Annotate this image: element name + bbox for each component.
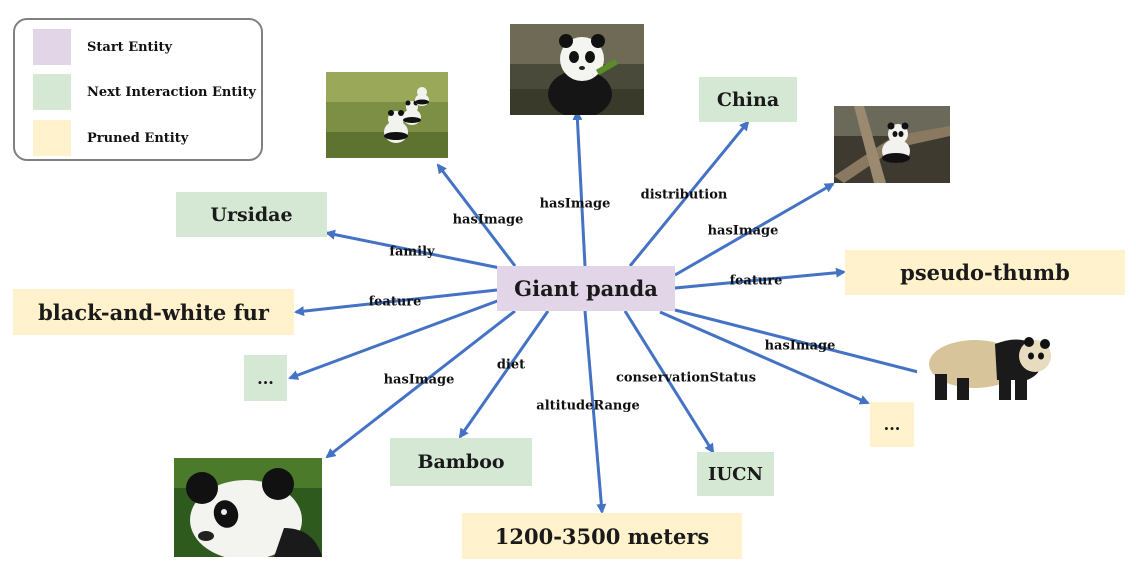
edge-label-feature-left: feature <box>368 294 422 310</box>
edge-ellipsis-right-arrow <box>659 310 870 405</box>
edge-ellipsis-left-arrow <box>288 298 501 380</box>
edge-altitude-arrow <box>583 310 607 514</box>
legend-swatch-start <box>33 29 71 65</box>
edge-diet-arrow <box>458 310 550 439</box>
node-giant-panda[interactable]: Giant panda <box>497 266 675 311</box>
image-node-panda-tree[interactable] <box>834 106 950 183</box>
edge-label-altitude-range: altitudeRange <box>536 398 640 414</box>
legend-item-next: Next Interaction Entity <box>33 74 256 110</box>
node-pseudo-thumb[interactable]: pseudo-thumb <box>845 250 1125 295</box>
node-bamboo[interactable]: Bamboo <box>390 438 532 486</box>
edge-has-image-topleft-arrow <box>436 163 517 267</box>
edge-label-has-image-top: hasImage <box>539 196 611 212</box>
node-altitude-range[interactable]: 1200-3500 meters <box>462 513 742 559</box>
edge-feature-right-arrow <box>674 267 846 290</box>
edge-has-image-right-arrow <box>674 308 928 377</box>
edge-label-feature-right: feature <box>729 273 783 289</box>
edge-label-distribution: distribution <box>640 187 728 203</box>
edge-has-image-topright-arrow <box>674 182 835 277</box>
panda-photo-icon <box>834 106 950 183</box>
node-iucn[interactable]: IUCN <box>697 452 774 496</box>
edge-label-has-image-topleft: hasImage <box>452 212 524 228</box>
edge-label-family: family <box>389 244 435 260</box>
edge-conservation-arrow <box>623 310 715 454</box>
node-china[interactable]: China <box>699 77 797 122</box>
image-node-panda-face[interactable] <box>174 458 322 557</box>
legend: Start Entity Next Interaction Entity Pru… <box>13 18 263 161</box>
panda-photo-icon <box>510 24 644 115</box>
image-node-panda-standing[interactable] <box>917 322 1061 404</box>
edge-distribution-arrow <box>628 120 750 267</box>
legend-swatch-next <box>33 74 71 110</box>
panda-photo-icon <box>174 458 322 557</box>
legend-item-start: Start Entity <box>33 29 172 65</box>
edge-label-has-image-right: hasImage <box>764 338 836 354</box>
panda-photo-icon <box>326 72 448 158</box>
panda-photo-icon <box>917 322 1061 404</box>
image-node-pandas-grass[interactable] <box>326 72 448 158</box>
node-black-and-white-fur[interactable]: black-and-white fur <box>13 289 294 335</box>
image-node-panda-eating[interactable] <box>510 24 644 115</box>
edge-label-has-image-bottomleft: hasImage <box>383 372 455 388</box>
edge-label-conservation-status: conservationStatus <box>615 370 757 386</box>
node-ellipsis-left[interactable]: ... <box>244 355 287 401</box>
edge-label-diet: diet <box>496 357 526 373</box>
edge-has-image-bottomleft-arrow <box>325 309 516 459</box>
node-ursidae[interactable]: Ursidae <box>176 192 327 237</box>
node-ellipsis-right[interactable]: ... <box>870 402 914 447</box>
edge-family-arrow <box>325 229 501 270</box>
legend-item-pruned: Pruned Entity <box>33 120 188 156</box>
legend-label: Start Entity <box>87 39 173 55</box>
legend-label: Pruned Entity <box>87 130 189 146</box>
edge-has-image-top-arrow <box>572 110 587 267</box>
legend-label: Next Interaction Entity <box>87 84 256 100</box>
legend-swatch-pruned <box>33 120 71 156</box>
edge-label-has-image-topright: hasImage <box>707 223 779 239</box>
edge-feature-left-arrow <box>294 288 498 317</box>
